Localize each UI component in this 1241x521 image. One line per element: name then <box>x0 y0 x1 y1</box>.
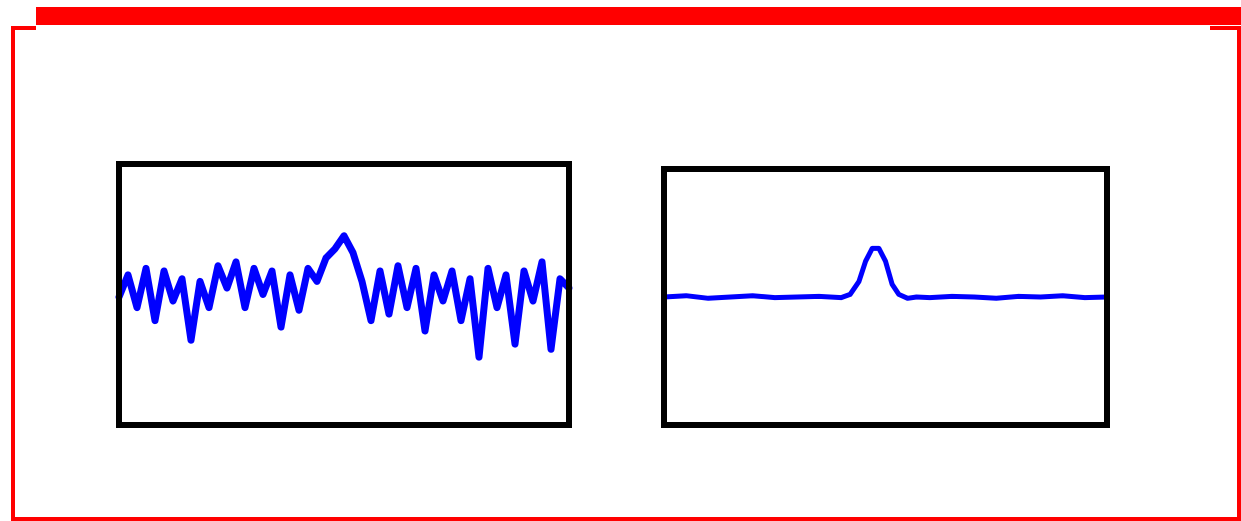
right-series-line <box>661 245 1110 301</box>
chart-right <box>661 166 1110 428</box>
left-axes-box <box>116 161 572 428</box>
left-series-layer <box>115 232 573 361</box>
frame-border <box>11 26 1241 521</box>
right-series-layer <box>661 245 1110 301</box>
right-axes-box <box>661 166 1110 428</box>
outer-frame <box>11 7 1241 521</box>
left-series-line <box>115 232 573 361</box>
chart-left <box>115 161 573 428</box>
